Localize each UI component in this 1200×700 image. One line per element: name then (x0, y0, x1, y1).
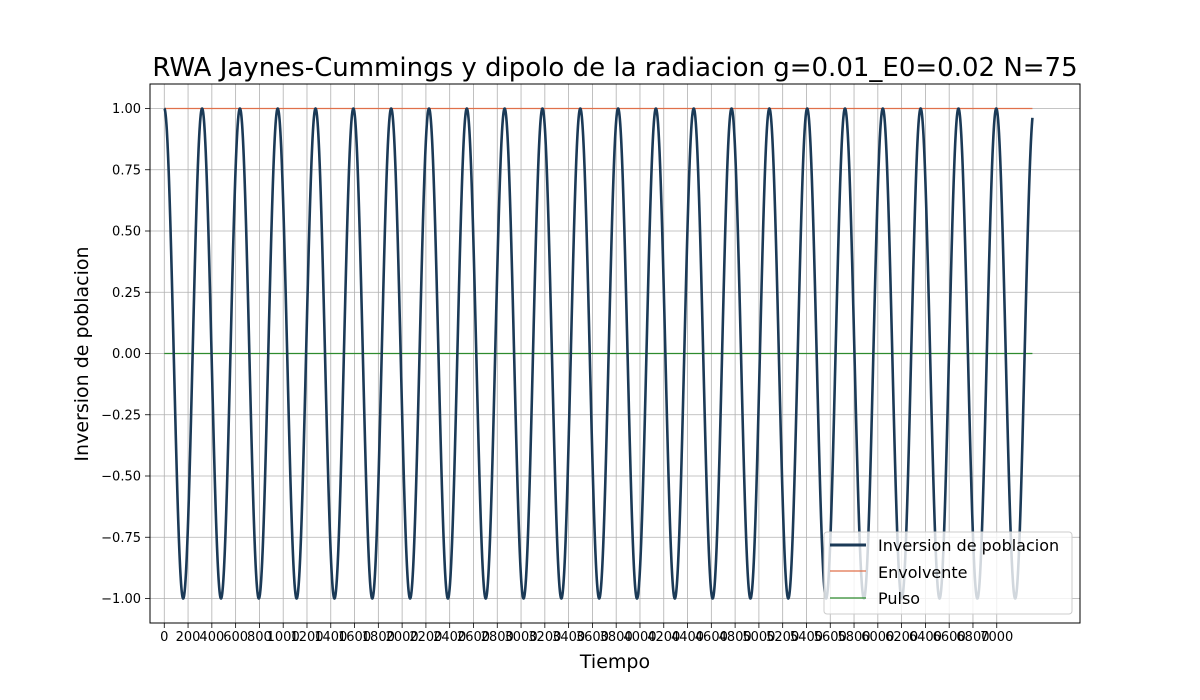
x-tick-label: 1800 (362, 630, 395, 645)
x-tick-label: 7000 (980, 630, 1013, 645)
y-axis-label: Inversion de poblacion (71, 246, 93, 461)
x-tick-label: 5200 (766, 630, 799, 645)
y-axis: 1.00 0.75 0.50 0.25 0.00 −0.25 −0.50 −0.75 −1.00 (101, 102, 150, 607)
x-tick-label: 2000 (386, 630, 419, 645)
x-tick-label: 6200 (885, 630, 918, 645)
y-tick-label: −0.25 (101, 408, 141, 423)
x-tick-label: 3200 (528, 630, 561, 645)
x-tick-label: 3600 (576, 630, 609, 645)
y-tick-label: −0.75 (101, 531, 141, 546)
x-tick-label: 3800 (600, 630, 633, 645)
x-tick-label: 2600 (457, 630, 490, 645)
series-line-inversion-de-poblacion (163, 107, 1034, 600)
x-tick-label: 1600 (338, 630, 371, 645)
x-tick-label: 4600 (695, 630, 728, 645)
x-tick-label: 6000 (861, 630, 894, 645)
x-tick-label: 2800 (481, 630, 514, 645)
x-tick-label: 6400 (909, 630, 942, 645)
x-tick-label: 6800 (956, 630, 989, 645)
y-tick-label: 0.50 (112, 225, 141, 240)
x-tick-label: 5000 (742, 630, 775, 645)
x-tick-label: 2400 (433, 630, 466, 645)
x-tick-label: 4800 (719, 630, 752, 645)
x-tick-label: 1400 (314, 630, 347, 645)
x-tick-label: 200 (176, 630, 201, 645)
legend-label-pulso: Pulso (878, 589, 920, 608)
x-tick-label: 400 (199, 630, 224, 645)
x-tick-label: 5400 (790, 630, 823, 645)
y-tick-label: −1.00 (101, 592, 141, 607)
x-tick-label: 800 (247, 630, 272, 645)
legend-label-envolvente: Envolvente (878, 563, 968, 582)
x-tick-label: 600 (223, 630, 248, 645)
x-tick-label: 2200 (409, 630, 442, 645)
legend: Inversion de poblacion Envolvente Pulso (823, 531, 1073, 615)
chart-title: RWA Jaynes-Cummings y dipolo de la radia… (152, 53, 1077, 83)
y-tick-label: 1.00 (112, 102, 141, 117)
x-axis-label: Tiempo (579, 651, 650, 673)
x-tick-label: 4400 (671, 630, 704, 645)
legend-label-inversion: Inversion de poblacion (878, 536, 1059, 555)
y-tick-label: 0.00 (112, 347, 141, 362)
x-tick-label: 1200 (290, 630, 323, 645)
x-tick-label: 0 (160, 630, 168, 645)
x-tick-label: 3400 (552, 630, 585, 645)
x-tick-label: 4000 (623, 630, 656, 645)
legend-box (823, 531, 1073, 615)
x-tick-label: 4200 (647, 630, 680, 645)
x-tick-label: 1000 (267, 630, 300, 645)
x-tick-label: 3000 (505, 630, 538, 645)
x-tick-label: 5800 (837, 630, 870, 645)
x-tick-label: 6600 (933, 630, 966, 645)
series-group (163, 107, 1034, 600)
x-axis: 0 200400600800100012001400160018002000220… (160, 623, 1013, 645)
y-tick-label: 0.25 (112, 286, 141, 301)
y-tick-label: 0.75 (112, 163, 141, 178)
y-tick-label: −0.50 (101, 470, 141, 485)
x-tick-label: 5600 (814, 630, 847, 645)
